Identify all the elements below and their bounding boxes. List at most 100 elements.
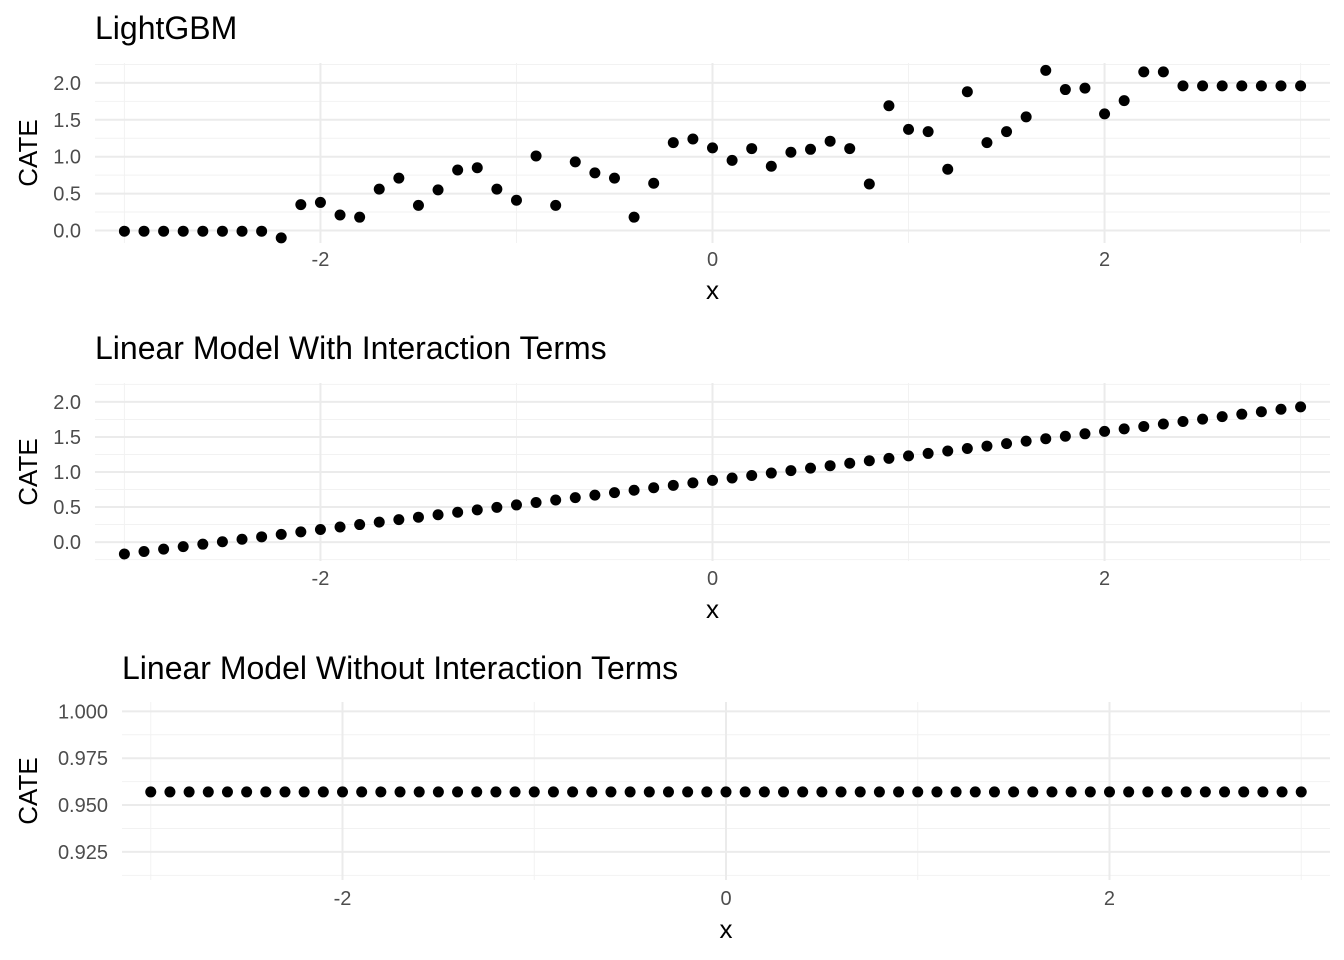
data-point xyxy=(1216,411,1228,423)
x-tick-label: 0 xyxy=(720,888,731,910)
data-point xyxy=(202,786,214,798)
data-point xyxy=(1295,80,1307,92)
data-point xyxy=(138,546,150,558)
data-point xyxy=(942,163,954,175)
data-point xyxy=(739,786,751,798)
data-point xyxy=(707,142,718,154)
data-point xyxy=(922,447,934,459)
x-tick-label: -2 xyxy=(312,249,330,271)
data-point xyxy=(628,484,640,496)
panel-title: LightGBM xyxy=(95,10,237,46)
data-point xyxy=(961,86,973,98)
data-point xyxy=(969,786,981,798)
data-point xyxy=(295,526,307,538)
data-point xyxy=(432,184,444,196)
data-point xyxy=(177,541,189,553)
x-tick-label: -2 xyxy=(312,568,330,590)
data-point xyxy=(158,543,170,555)
data-point xyxy=(1236,80,1248,92)
data-point xyxy=(314,196,326,208)
data-point xyxy=(373,183,385,195)
data-point xyxy=(765,467,777,479)
data-point xyxy=(922,126,934,138)
data-point xyxy=(1216,80,1228,92)
data-point xyxy=(275,528,287,540)
data-point xyxy=(1180,786,1192,798)
data-point xyxy=(452,164,464,176)
data-point xyxy=(883,452,895,464)
data-point xyxy=(256,531,268,543)
data-point xyxy=(452,506,464,518)
data-point xyxy=(1275,80,1287,92)
y-tick-label: 0.975 xyxy=(58,748,108,770)
y-tick-label: 0.0 xyxy=(53,532,81,554)
data-point xyxy=(873,786,885,798)
data-point xyxy=(726,472,738,484)
x-tick-label: 2 xyxy=(1099,249,1110,271)
data-point xyxy=(707,474,718,486)
y-tick-label: 2.0 xyxy=(53,392,81,414)
data-point xyxy=(1084,786,1096,798)
x-axis-title: x xyxy=(706,594,719,624)
data-point xyxy=(197,538,209,550)
data-point xyxy=(628,211,640,223)
data-point xyxy=(452,786,464,798)
data-point xyxy=(785,146,797,158)
data-point xyxy=(158,225,170,237)
data-point xyxy=(667,479,679,491)
data-point xyxy=(662,786,674,798)
data-point xyxy=(605,786,617,798)
data-point xyxy=(1118,95,1130,107)
data-point xyxy=(648,482,660,494)
data-point xyxy=(1020,111,1032,123)
data-point xyxy=(490,786,502,798)
data-point xyxy=(805,143,817,155)
data-point xyxy=(177,225,189,237)
data-point xyxy=(1295,401,1307,413)
data-point xyxy=(981,440,993,452)
data-point xyxy=(746,143,758,155)
data-point xyxy=(608,487,620,499)
data-point xyxy=(471,504,483,516)
data-point xyxy=(1157,418,1169,430)
data-point xyxy=(1177,80,1189,92)
data-point xyxy=(491,501,503,513)
data-point xyxy=(354,211,366,223)
data-point xyxy=(758,786,770,798)
x-tick-label: 2 xyxy=(1099,568,1110,590)
data-point xyxy=(413,786,425,798)
data-point xyxy=(216,225,228,237)
data-point xyxy=(1079,82,1091,94)
data-point xyxy=(589,167,601,179)
data-point xyxy=(550,494,562,506)
data-point xyxy=(138,225,150,237)
data-point xyxy=(118,548,130,560)
data-point xyxy=(471,162,483,174)
data-point xyxy=(1197,413,1209,425)
data-point xyxy=(1065,786,1077,798)
data-point xyxy=(844,143,856,155)
data-point xyxy=(667,137,679,149)
data-point xyxy=(1275,403,1287,415)
data-point xyxy=(375,786,387,798)
data-point xyxy=(903,450,915,462)
data-point xyxy=(765,160,777,172)
data-point xyxy=(314,523,326,535)
y-tick-label: 2.0 xyxy=(53,73,81,95)
data-point xyxy=(1255,80,1267,92)
data-point xyxy=(1197,80,1209,92)
data-point xyxy=(746,470,758,482)
y-tick-label: 1.000 xyxy=(58,701,108,723)
y-axis-title: CATE xyxy=(13,438,43,505)
panel-title: Linear Model With Interaction Terms xyxy=(95,330,607,366)
data-point xyxy=(643,786,655,798)
data-point xyxy=(1118,423,1130,435)
data-point xyxy=(903,123,915,135)
data-point xyxy=(432,786,444,798)
y-axis-title: CATE xyxy=(13,119,43,186)
data-point xyxy=(1238,786,1250,798)
data-point xyxy=(295,199,307,211)
data-point xyxy=(988,786,1000,798)
data-point xyxy=(824,135,836,147)
